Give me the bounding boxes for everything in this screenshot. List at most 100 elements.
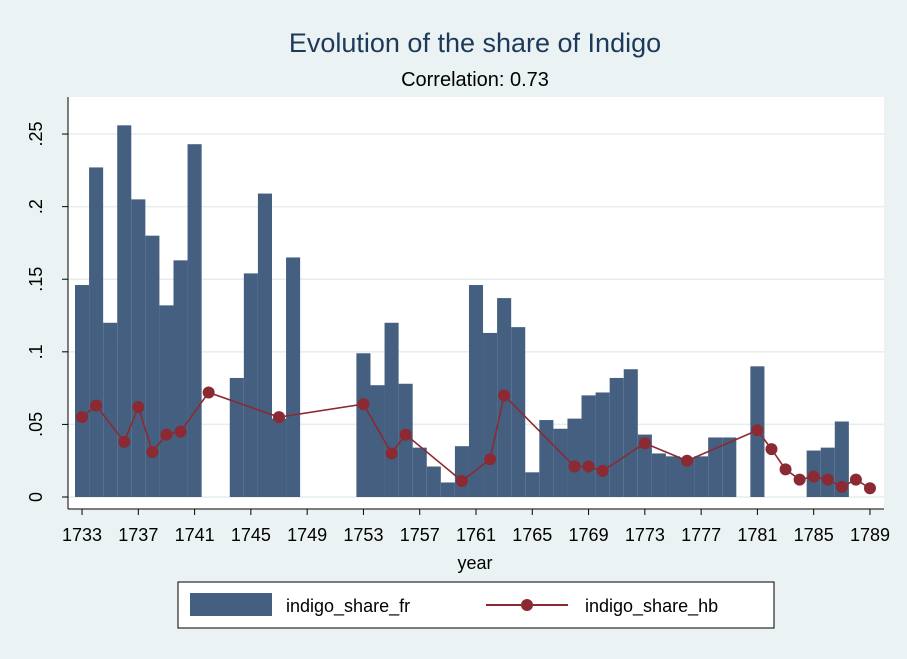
y-tick-label: .25 bbox=[26, 122, 46, 147]
x-tick-label: 1789 bbox=[850, 525, 890, 545]
line-point-1781 bbox=[751, 424, 764, 437]
bar-1759 bbox=[440, 482, 455, 497]
line-point-1789 bbox=[863, 482, 876, 495]
bar-1786 bbox=[820, 447, 835, 497]
bar-1764 bbox=[511, 327, 526, 497]
line-point-1734 bbox=[90, 399, 103, 412]
x-tick-label: 1757 bbox=[400, 525, 440, 545]
bar-1738 bbox=[145, 235, 160, 497]
legend-label-fr: indigo_share_fr bbox=[286, 596, 410, 617]
bar-1776 bbox=[680, 457, 695, 497]
legend-label-hb: indigo_share_hb bbox=[585, 596, 718, 617]
line-point-1747 bbox=[273, 411, 286, 424]
bar-1744 bbox=[229, 377, 244, 497]
bar-1775 bbox=[665, 456, 681, 497]
x-tick-label: 1785 bbox=[794, 525, 834, 545]
legend-bar-swatch bbox=[190, 593, 272, 616]
bar-1758 bbox=[426, 466, 441, 497]
line-point-1742 bbox=[202, 386, 215, 399]
line-point-1784 bbox=[793, 473, 806, 486]
x-tick-label: 1761 bbox=[456, 525, 496, 545]
line-point-1737 bbox=[132, 400, 145, 413]
legend: indigo_share_fr indigo_share_hb bbox=[177, 581, 775, 629]
x-tick-label: 1765 bbox=[512, 525, 552, 545]
bar-1734 bbox=[89, 167, 104, 497]
line-point-1786 bbox=[821, 473, 834, 486]
x-tick-label: 1781 bbox=[737, 525, 777, 545]
line-point-1773 bbox=[638, 437, 651, 450]
bar-1770 bbox=[595, 392, 610, 497]
line-point-1785 bbox=[807, 470, 820, 483]
line-point-1787 bbox=[835, 480, 848, 493]
line-point-1769 bbox=[582, 460, 595, 473]
y-tick-label: 0 bbox=[26, 492, 46, 502]
chart-subtitle: Correlation: 0.73 bbox=[401, 69, 549, 91]
bar-1771 bbox=[609, 377, 624, 497]
line-series bbox=[76, 386, 876, 495]
y-tick-label: .2 bbox=[26, 199, 46, 214]
x-tick-label: 1773 bbox=[625, 525, 665, 545]
bar-1777 bbox=[694, 456, 709, 497]
y-tick-label: .1 bbox=[26, 344, 46, 359]
x-tick-label: 1737 bbox=[118, 525, 158, 545]
bar-1778 bbox=[708, 437, 723, 497]
bar-1733 bbox=[75, 285, 90, 497]
line-point-1740 bbox=[174, 425, 187, 438]
legend-marker-swatch bbox=[521, 599, 533, 611]
bar-1767 bbox=[553, 428, 568, 497]
line-point-1776 bbox=[681, 454, 694, 467]
line-point-1755 bbox=[385, 447, 398, 460]
bar-1754 bbox=[370, 385, 385, 497]
bar-1772 bbox=[623, 369, 638, 497]
bar-1753 bbox=[356, 353, 371, 497]
x-tick-label: 1749 bbox=[287, 525, 327, 545]
bar-1757 bbox=[412, 447, 427, 497]
bar-1748 bbox=[286, 257, 301, 497]
legend-box bbox=[177, 581, 775, 629]
bar-1755 bbox=[384, 322, 399, 497]
line-point-1763 bbox=[498, 389, 511, 402]
x-tick-label: 1769 bbox=[569, 525, 609, 545]
x-tick-label: 1741 bbox=[175, 525, 215, 545]
bar-1779 bbox=[722, 437, 737, 497]
axes: 0 .05 .1 .15 .2 .25 1733 1737 1741 1745 1749 1753 17… bbox=[26, 97, 890, 545]
line-point-1733 bbox=[76, 411, 89, 424]
bar-1735 bbox=[103, 322, 118, 497]
bar-1769 bbox=[581, 395, 596, 497]
bar-1736 bbox=[117, 125, 132, 497]
bar-1766 bbox=[539, 420, 554, 497]
line-point-1738 bbox=[146, 445, 159, 458]
bar-1773 bbox=[637, 434, 652, 497]
bar-1768 bbox=[567, 418, 582, 497]
line-point-1768 bbox=[568, 460, 581, 473]
bar-1741 bbox=[187, 144, 202, 497]
line-point-1736 bbox=[118, 435, 131, 448]
x-tick-label: 1777 bbox=[681, 525, 721, 545]
line-point-1762 bbox=[484, 453, 497, 466]
bar-1765 bbox=[525, 472, 540, 497]
x-axis-title: year bbox=[457, 553, 492, 573]
bar-series bbox=[75, 125, 849, 498]
x-tick-label: 1733 bbox=[62, 525, 102, 545]
x-tick-label: 1745 bbox=[231, 525, 271, 545]
line-point-1783 bbox=[779, 463, 792, 476]
bar-1739 bbox=[159, 305, 174, 497]
bar-1762 bbox=[483, 332, 498, 497]
bar-1746 bbox=[257, 193, 272, 497]
line-point-1782 bbox=[765, 443, 778, 456]
line-point-1760 bbox=[455, 475, 468, 488]
line-point-1756 bbox=[399, 428, 412, 441]
bar-1747 bbox=[271, 418, 287, 497]
line-point-1770 bbox=[596, 464, 609, 477]
bar-1745 bbox=[243, 273, 258, 497]
bar-1737 bbox=[131, 199, 146, 498]
chart-title: Evolution of the share of Indigo bbox=[289, 28, 661, 58]
line-point-1739 bbox=[160, 428, 173, 441]
y-tick-label: .15 bbox=[26, 267, 46, 292]
bar-1774 bbox=[651, 453, 666, 497]
y-tick-label: .05 bbox=[26, 412, 46, 437]
bar-1760 bbox=[454, 446, 469, 497]
x-tick-label: 1753 bbox=[343, 525, 383, 545]
line-point-1788 bbox=[849, 473, 862, 486]
